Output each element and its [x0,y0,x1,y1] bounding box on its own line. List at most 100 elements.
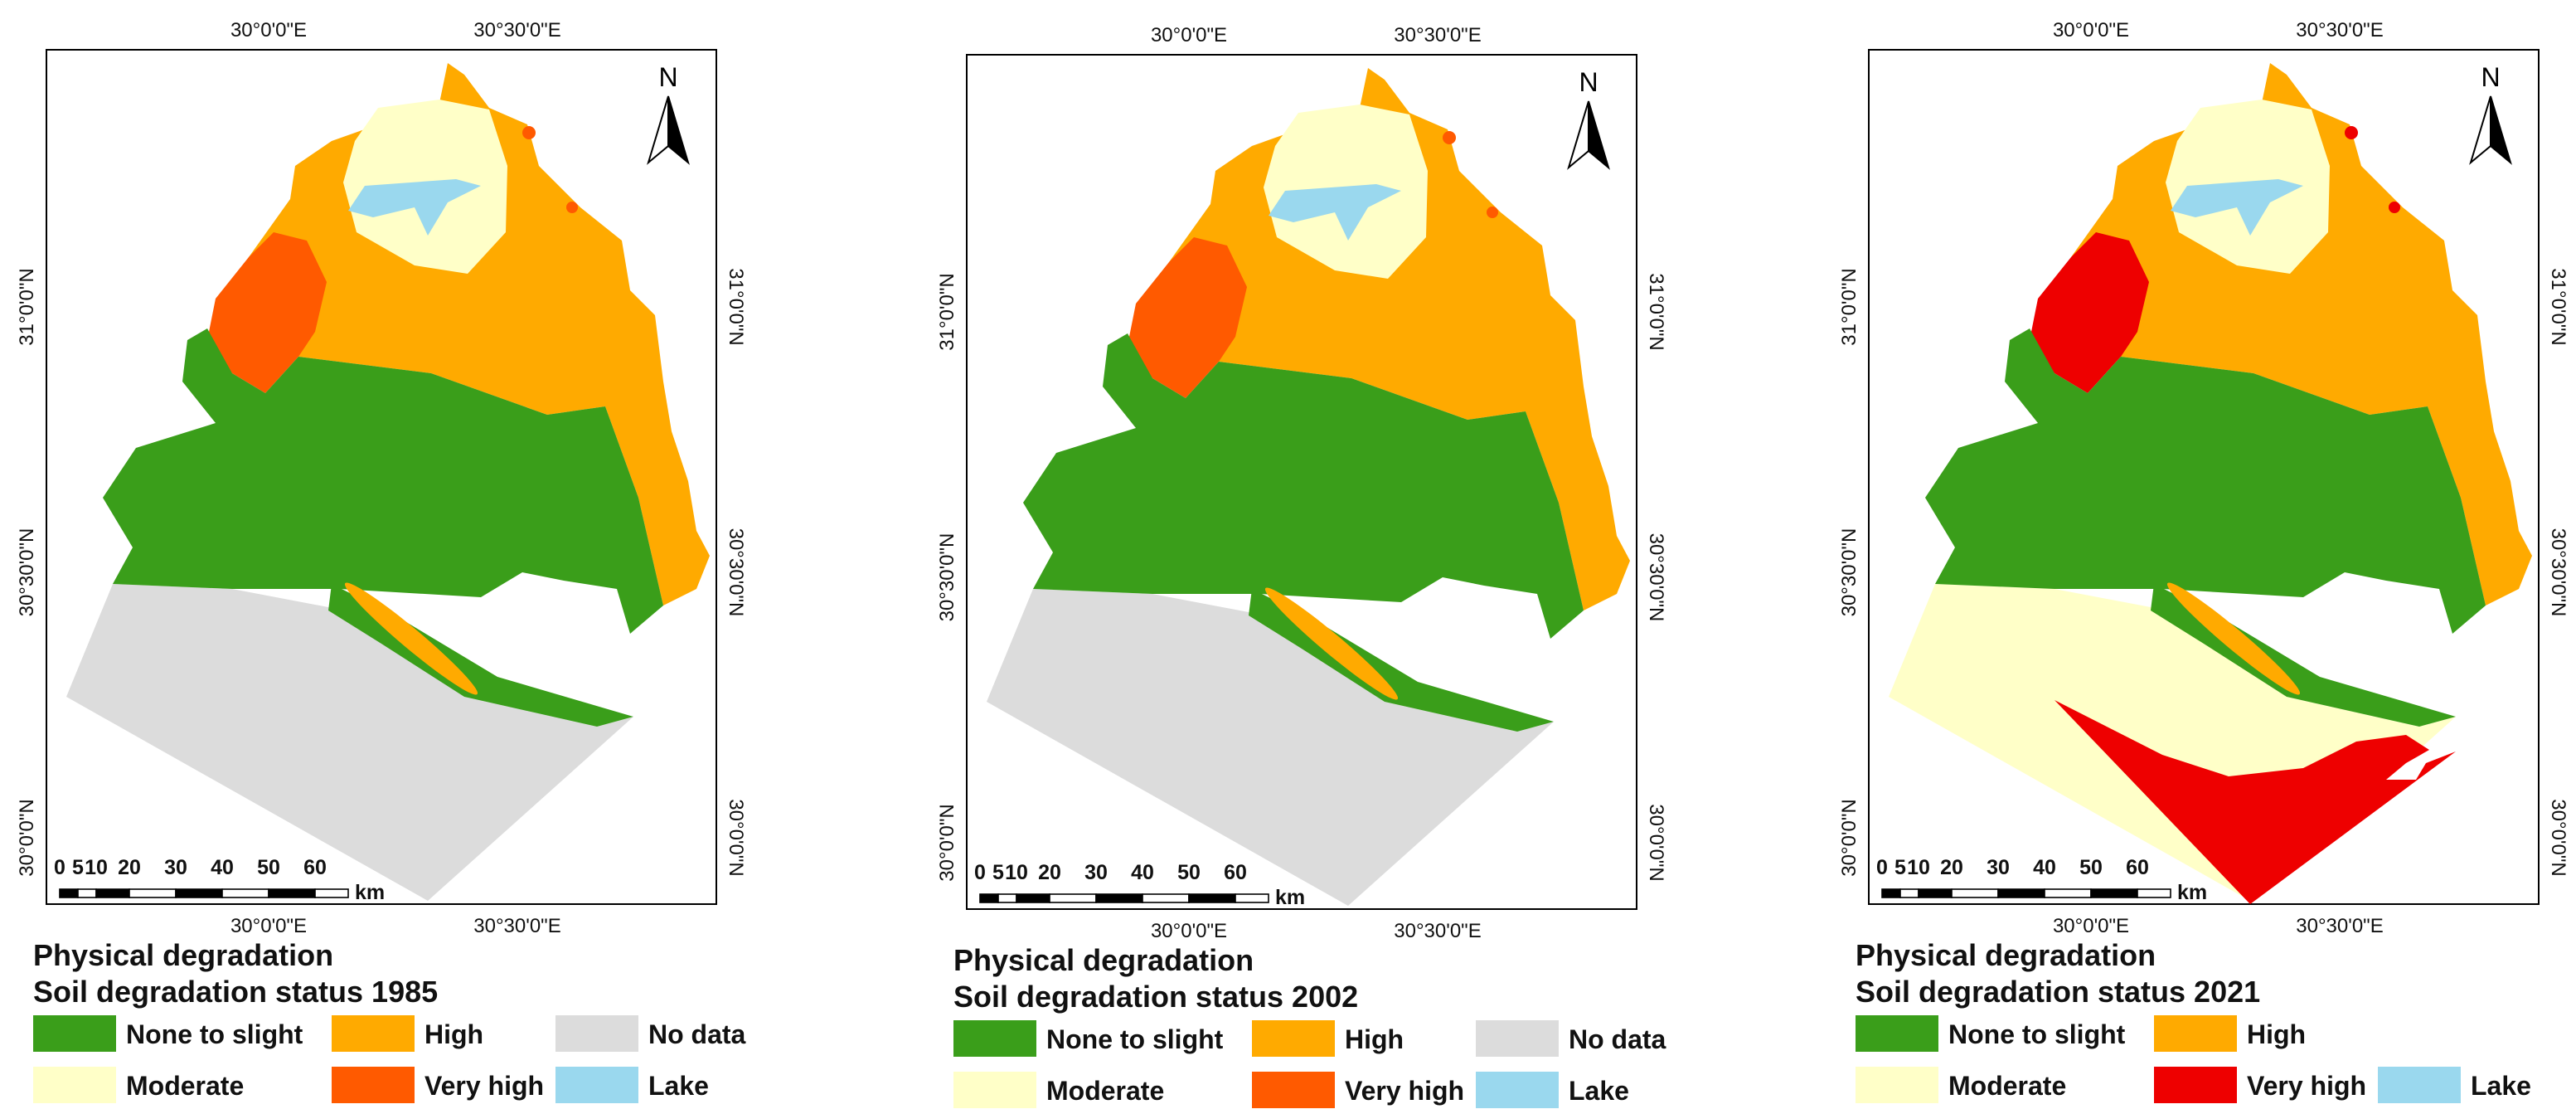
scale-tick: 10 [1907,856,1930,879]
scale-tick: 5 [992,861,1004,884]
scale-tick: 20 [1038,861,1061,884]
bottom-coord: 30°30'0"E [473,915,560,937]
lake [2171,179,2303,236]
legend-swatch [33,1015,116,1052]
legend-heading: Physical degradation [33,938,333,972]
left-coord: 30°0'0"N [16,799,38,876]
very-high-spot [1443,131,1456,144]
scale-segment [1918,888,1953,898]
legend-label: High [1345,1024,1404,1054]
scale-segment [1997,888,2045,898]
right-coord: 30°0'0"N [725,799,747,876]
very-high-region [1128,237,1247,398]
legend-swatch [1856,1067,1938,1103]
scale-segment [221,888,269,898]
scale-tick: 0 [1876,856,1888,879]
north-label: N [1579,67,1598,97]
legend-swatch [555,1067,638,1103]
right-coord: 30°30'0"N [2547,528,2569,617]
scale-tick: 20 [118,856,141,879]
bottom-coord: 30°0'0"E [1151,920,1227,942]
left-coord: 30°0'0"N [936,804,958,881]
left-coord: 31°0'0"N [936,273,958,350]
south-region [66,584,633,901]
scale-segment [129,888,177,898]
legend-swatch [1476,1020,1559,1057]
scale-segment [175,888,223,898]
left-coord: 30°30'0"N [16,528,38,617]
legend-label: High [424,1019,483,1049]
legend-heading: Physical degradation [1856,938,2156,972]
very-high-spot [2389,202,2400,213]
top-coord: 30°30'0"E [473,19,560,41]
legend-swatch [332,1067,415,1103]
scale-unit: km [2177,881,2207,904]
legend-heading: Physical degradation [953,943,1254,977]
north-label: N [2481,62,2500,92]
scale-unit: km [355,881,385,904]
right-coord: 31°0'0"N [2547,268,2569,345]
left-coord: 30°0'0"N [1838,799,1860,876]
scale-tick: 60 [1224,861,1247,884]
legend-label: Moderate [126,1071,244,1101]
top-coord: 30°30'0"E [1394,24,1481,46]
scale-segment [1142,893,1190,903]
scale-segment [1095,893,1143,903]
legend-swatch [2154,1015,2237,1052]
green-region [1023,333,1584,639]
north-label: N [658,62,677,92]
map-panel: N 30°0'0"E 30°0'0"E 30°30'0"E 30°30'0"E 31°0'… [936,24,1667,1108]
scale-segment [95,888,130,898]
left-coord: 30°30'0"N [1838,528,1860,617]
legend-swatch [33,1067,116,1103]
top-coord: 30°0'0"E [230,19,307,41]
scale-tick: 30 [164,856,187,879]
scale-tick: 5 [72,856,84,879]
scale-segment [1881,888,1901,898]
north-arrow [667,95,690,165]
scale-tick: 10 [1005,861,1028,884]
left-coord: 31°0'0"N [1838,268,1860,345]
left-coord: 30°30'0"N [936,533,958,622]
scale-tick: 60 [303,856,327,879]
legend-title: Soil degradation status 2021 [1856,975,2260,1009]
right-coord: 31°0'0"N [1645,273,1667,350]
legend-label: Very high [1345,1076,1464,1106]
legend-label: No data [1569,1024,1666,1054]
legend-swatch [2154,1067,2237,1103]
scale-segment [1016,893,1050,903]
high-strip [344,582,478,695]
legend-swatch [332,1015,415,1052]
map-panel: N 30°0'0"E 30°0'0"E 30°30'0"E 30°30'0"E 31°0'… [16,19,747,1103]
legend-label: Very high [2247,1071,2366,1101]
scale-segment [997,893,1017,903]
scale-tick: 0 [974,861,986,884]
scale-tick: 5 [1894,856,1906,879]
lake [348,179,481,236]
top-coord: 30°0'0"E [1151,24,1227,46]
map-panel: N 30°0'0"E 30°0'0"E 30°30'0"E 30°30'0"E 31°0'… [1838,19,2569,1103]
scale-segment [979,893,999,903]
legend-label: Very high [424,1071,544,1101]
scale-unit: km [1275,886,1305,909]
legend-label: Lake [2471,1071,2531,1101]
top-coord: 30°30'0"E [2296,19,2383,41]
top-coord: 30°0'0"E [2053,19,2129,41]
scale-segment [59,888,79,898]
right-coord: 30°30'0"N [1645,533,1667,622]
high-strip [2166,582,2301,695]
very-high-spot [1487,207,1498,218]
scale-tick: 40 [2033,856,2056,879]
left-coord: 31°0'0"N [16,268,38,345]
scale-tick: 20 [1940,856,1963,879]
green-region [103,328,663,634]
bottom-coord: 30°30'0"E [1394,920,1481,942]
legend-label: None to slight [1046,1024,1224,1054]
very-high-region [2030,232,2149,393]
scale-segment [2090,888,2138,898]
legend-swatch [1252,1020,1335,1057]
scale-tick: 10 [85,856,108,879]
legend-title: Soil degradation status 2002 [953,980,1358,1014]
